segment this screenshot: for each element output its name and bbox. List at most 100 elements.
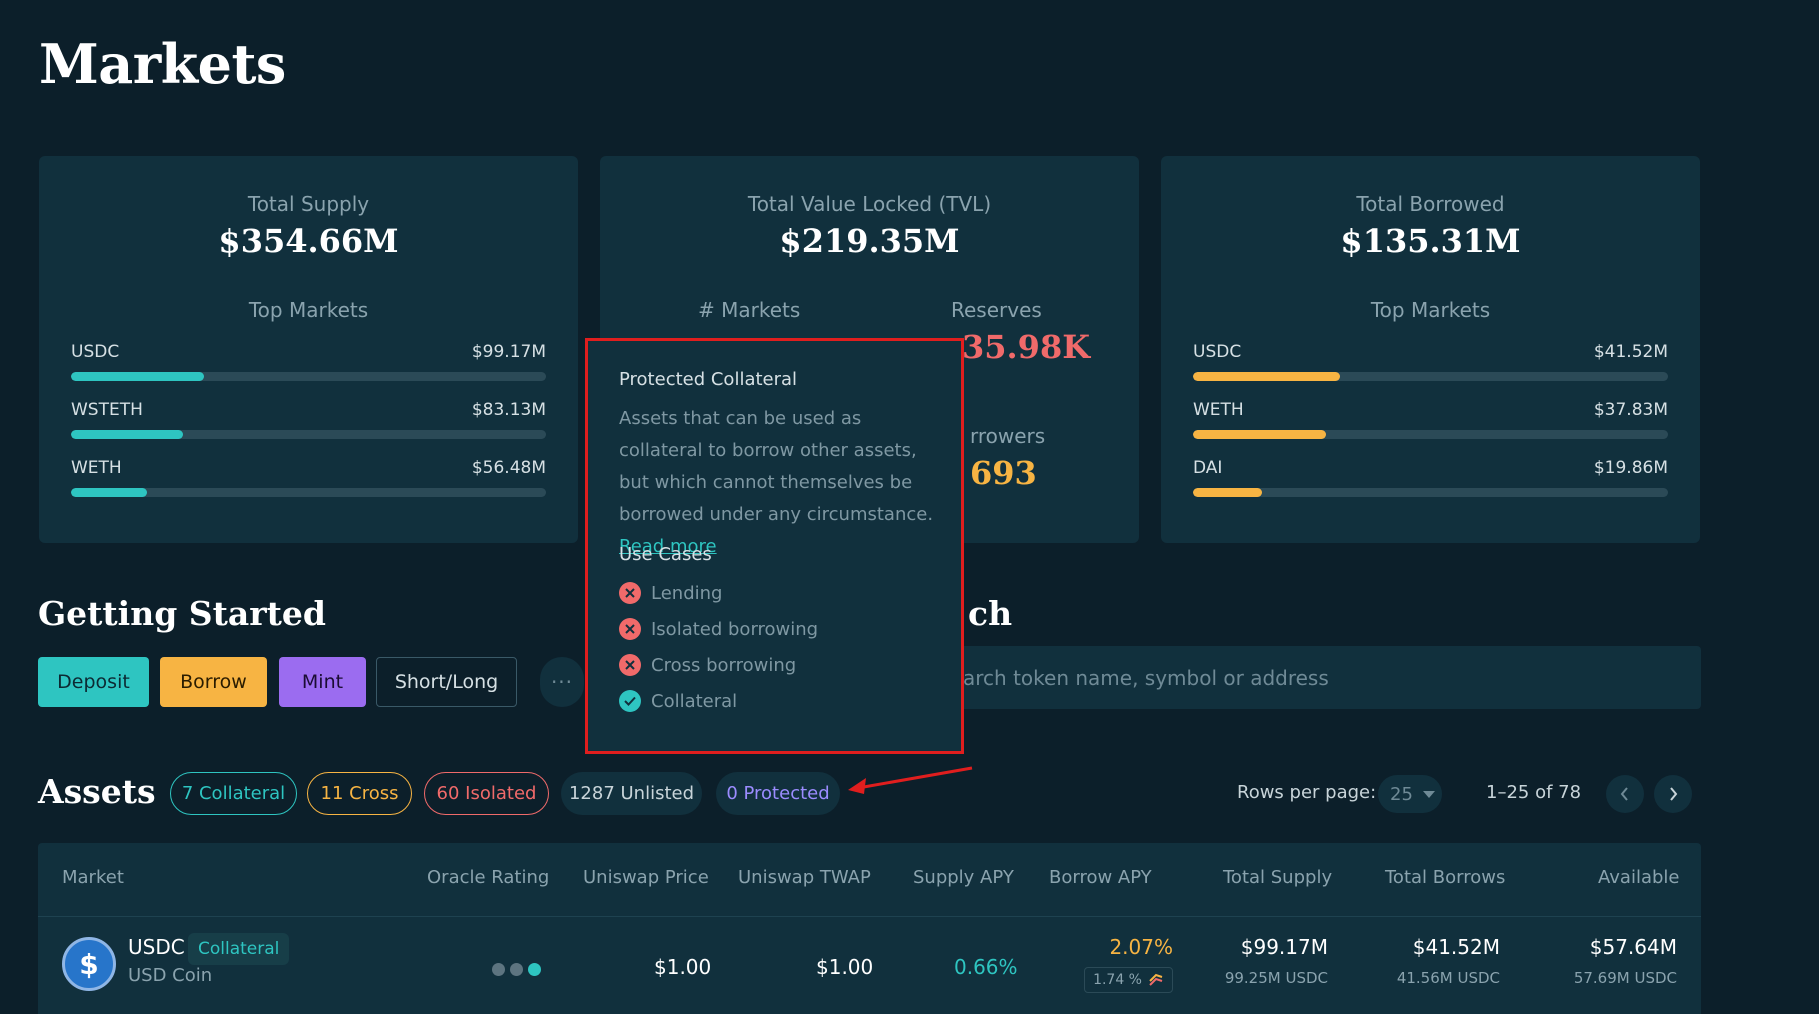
- reserves-label: Reserves: [951, 298, 1042, 322]
- tooltip-title: Protected Collateral: [619, 369, 798, 390]
- oracle-rating-dot: [528, 963, 541, 976]
- oracle-rating-dot: [510, 963, 523, 976]
- assets-table: Market Oracle Rating Uniswap Price Unisw…: [38, 843, 1701, 1014]
- market-name: USDC: [71, 342, 120, 362]
- rows-per-page-select[interactable]: 25: [1378, 775, 1442, 813]
- chevron-left-icon: [1620, 787, 1628, 801]
- table-row[interactable]: $ USDC Collateral USD Coin $1.00 $1.00 0…: [38, 917, 1701, 1014]
- use-case-item: Cross borrowing: [619, 652, 796, 678]
- column-header-borrow-apy[interactable]: Borrow APY: [1049, 867, 1152, 888]
- market-progress-track: [71, 430, 546, 439]
- more-options-button[interactable]: ···: [540, 657, 584, 707]
- use-case-label: Isolated borrowing: [651, 618, 819, 640]
- filter-collateral-chip[interactable]: 7 Collateral: [170, 772, 297, 815]
- available-cell: $57.64M 57.69M USDC: [1528, 917, 1677, 1007]
- chevron-down-icon: [1422, 790, 1435, 798]
- market-value: $41.52M: [1593, 342, 1668, 362]
- top-markets-label: Top Markets: [248, 298, 369, 322]
- use-case-item: Lending: [619, 580, 722, 606]
- column-header-total-borrows[interactable]: Total Borrows: [1385, 867, 1506, 888]
- markets-count-label: # Markets: [698, 298, 801, 322]
- asset-symbol: USDC: [128, 935, 185, 959]
- total-borrows-cell: $41.52M 41.56M USDC: [1360, 917, 1500, 1007]
- protected-collateral-tooltip: Protected Collateral Assets that can be …: [585, 338, 964, 754]
- borrow-button[interactable]: Borrow: [160, 657, 267, 707]
- pagination-range: 1–25 of 78: [1486, 782, 1582, 803]
- filter-unlisted-chip[interactable]: 1287 Unlisted: [561, 772, 702, 815]
- mint-button[interactable]: Mint: [279, 657, 366, 707]
- total-borrows-amount: $41.52M: [1412, 935, 1500, 959]
- column-header-available[interactable]: Available: [1598, 867, 1680, 888]
- column-header-supply-apy[interactable]: Supply APY: [913, 867, 1014, 888]
- total-supply-label: Total Supply: [247, 192, 370, 216]
- market-progress-fill: [71, 372, 204, 381]
- column-header-uniswap-price[interactable]: Uniswap Price: [583, 867, 709, 888]
- market-name: DAI: [1193, 458, 1223, 478]
- assets-title: Assets: [38, 772, 156, 811]
- market-value: $99.17M: [471, 342, 546, 362]
- borrow-apy: 2.07%: [1109, 935, 1173, 959]
- borrow-market-row: DAI $19.86M: [1193, 458, 1668, 498]
- market-name: WETH: [71, 458, 122, 478]
- market-name: USDC: [1193, 342, 1242, 362]
- market-progress-fill: [71, 430, 183, 439]
- borrow-apy-cell: 2.07% 1.74 %: [1058, 917, 1173, 1007]
- top-markets-label: Top Markets: [1370, 298, 1491, 322]
- total-supply-amount: $99.17M: [1240, 935, 1328, 959]
- market-name: WETH: [1193, 400, 1244, 420]
- filter-protected-chip[interactable]: 0 Protected: [716, 772, 840, 815]
- tooltip-body: Assets that can be used as collateral to…: [619, 408, 934, 525]
- total-supply-tokens: 99.25M USDC: [1224, 969, 1328, 987]
- uniswap-price: $1.00: [654, 955, 712, 979]
- total-borrows-tokens: 41.56M USDC: [1396, 969, 1500, 987]
- next-page-button[interactable]: [1654, 775, 1692, 813]
- use-case-label: Collateral: [651, 690, 738, 712]
- close-circle-icon: [619, 582, 641, 604]
- total-borrowed-value: $135.31M: [1340, 222, 1521, 260]
- use-case-item: Isolated borrowing: [619, 616, 818, 642]
- use-case-label: Cross borrowing: [651, 654, 797, 676]
- supply-market-row: USDC $99.17M: [71, 342, 546, 382]
- tvl-label: Total Value Locked (TVL): [747, 192, 992, 216]
- total-borrowed-card: Total Borrowed $135.31M Top Markets USDC…: [1161, 156, 1700, 543]
- search-box: [951, 646, 1701, 709]
- short-long-button[interactable]: Short/Long: [376, 657, 517, 707]
- read-more-link[interactable]: Read more: [619, 536, 717, 557]
- market-progress-track: [1193, 488, 1668, 497]
- chevron-right-icon: [1670, 787, 1678, 801]
- borrow-market-row: USDC $41.52M: [1193, 342, 1668, 382]
- column-header-total-supply[interactable]: Total Supply: [1223, 867, 1333, 888]
- market-progress-track: [71, 488, 546, 497]
- filter-cross-chip[interactable]: 11 Cross: [307, 772, 412, 815]
- column-header-market[interactable]: Market: [62, 867, 124, 888]
- borrowers-label: rrowers: [970, 424, 1046, 448]
- column-header-uniswap-twap[interactable]: Uniswap TWAP: [738, 867, 871, 888]
- getting-started-title: Getting Started: [38, 594, 326, 633]
- total-supply-value: $354.66M: [218, 222, 399, 260]
- use-case-item: Collateral: [619, 688, 737, 714]
- available-tokens: 57.69M USDC: [1573, 969, 1677, 987]
- annotation-arrow-icon: [848, 766, 973, 794]
- oracle-rating-dot: [492, 963, 505, 976]
- market-progress-fill: [1193, 372, 1341, 381]
- tooltip-description: Assets that can be used as collateral to…: [619, 403, 949, 563]
- market-progress-track: [1193, 430, 1668, 439]
- close-circle-icon: [619, 654, 641, 676]
- market-progress-fill: [71, 488, 147, 497]
- filter-isolated-chip[interactable]: 60 Isolated: [424, 772, 549, 815]
- supply-apy: 0.66%: [954, 955, 1018, 979]
- available-amount: $57.64M: [1589, 935, 1677, 959]
- market-value: $56.48M: [471, 458, 546, 478]
- uniswap-twap: $1.00: [816, 955, 874, 979]
- usdc-coin-icon: $: [62, 937, 116, 991]
- previous-page-button[interactable]: [1606, 775, 1644, 813]
- search-input[interactable]: [963, 646, 1683, 709]
- deposit-button[interactable]: Deposit: [38, 657, 149, 707]
- market-value: $83.13M: [471, 400, 546, 420]
- collateral-badge: Collateral: [188, 933, 290, 965]
- check-circle-icon: [619, 690, 641, 712]
- borrow-market-row: WETH $37.83M: [1193, 400, 1668, 440]
- total-supply-card: Total Supply $354.66M Top Markets USDC $…: [39, 156, 578, 543]
- supply-market-row: WSTETH $83.13M: [71, 400, 546, 440]
- column-header-oracle-rating[interactable]: Oracle Rating: [427, 867, 550, 888]
